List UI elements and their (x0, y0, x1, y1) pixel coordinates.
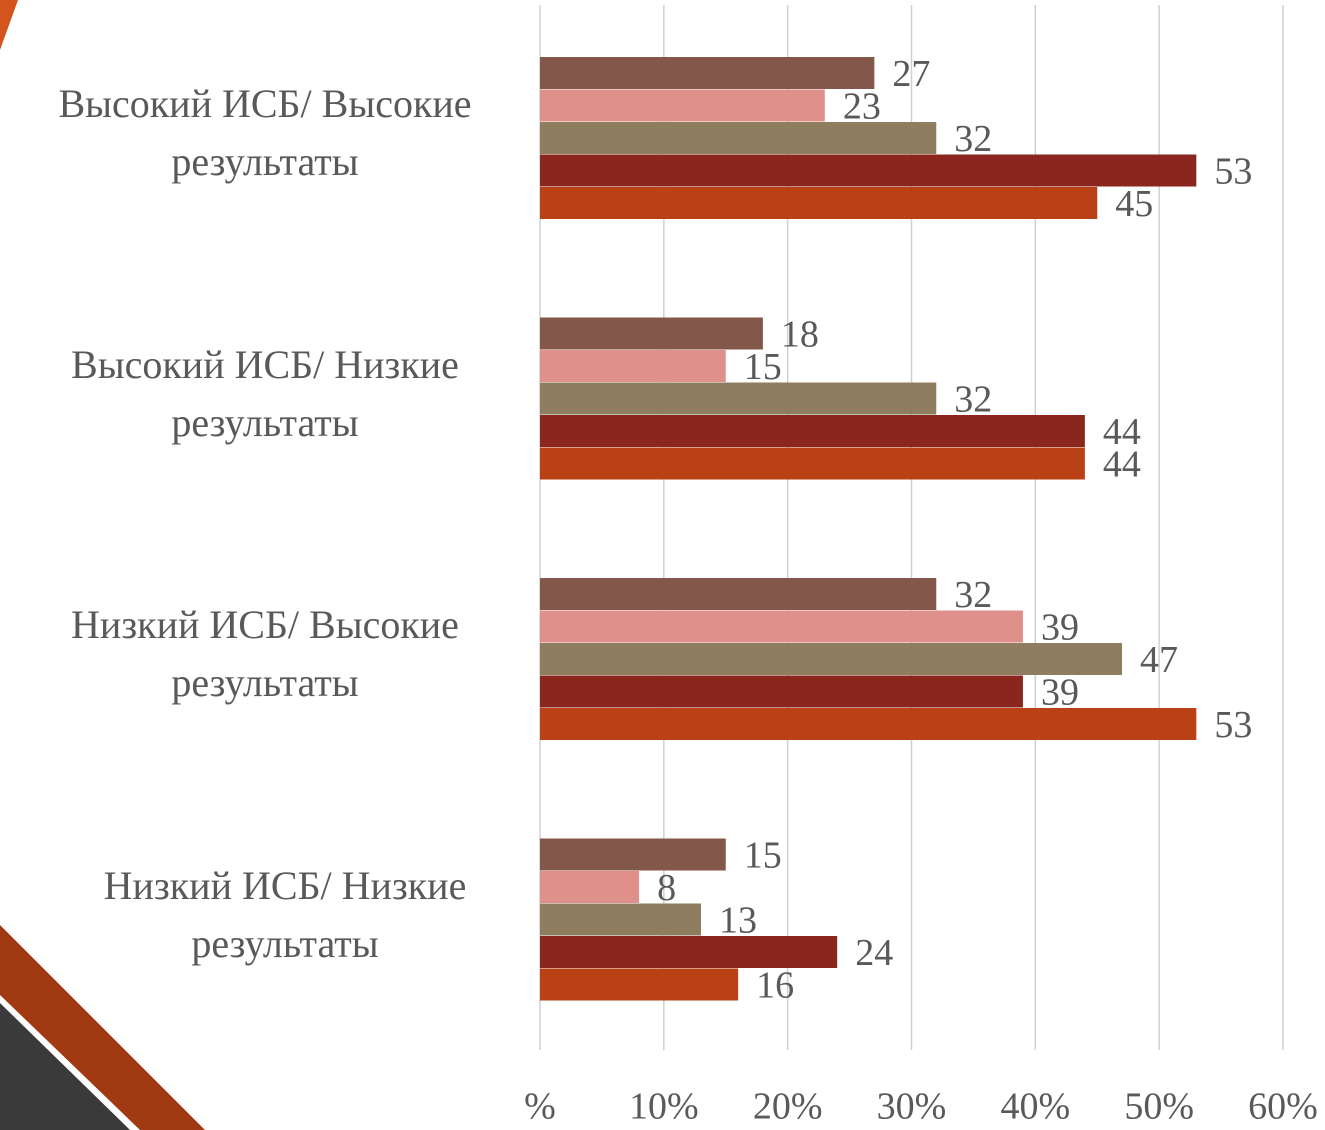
bar (540, 154, 1197, 187)
x-tick-label: 50% (1124, 1086, 1194, 1128)
data-label: 32 (954, 378, 992, 420)
bar (540, 415, 1085, 447)
bar (540, 317, 763, 350)
bar (540, 675, 1023, 708)
x-tick-label: 40% (1001, 1086, 1071, 1128)
bar (540, 838, 726, 871)
x-tick-label: 30% (877, 1086, 947, 1128)
bar (540, 122, 937, 154)
data-label: 8 (657, 867, 676, 909)
data-label: 47 (1140, 639, 1178, 681)
data-label: 23 (843, 85, 881, 127)
data-label: 53 (1214, 150, 1252, 192)
bar (540, 936, 838, 968)
category-label: Высокий ИСБ/ Низкие результаты (71, 341, 459, 445)
category-label: Низкий ИСБ/ Низкие результаты (103, 862, 467, 966)
data-label: 15 (744, 346, 782, 388)
x-tick-label: 60% (1248, 1086, 1318, 1128)
data-label: 45 (1115, 183, 1153, 225)
x-tick-label: 10% (629, 1086, 699, 1128)
data-label: 53 (1214, 704, 1252, 746)
decor (0, 1003, 130, 1130)
bar (540, 382, 937, 415)
data-label: 39 (1041, 671, 1079, 713)
bar (540, 643, 1123, 675)
bar (540, 447, 1085, 480)
data-label: 44 (1103, 411, 1141, 453)
x-tick-label: % (524, 1086, 556, 1128)
bar (540, 187, 1098, 219)
bar (540, 708, 1197, 740)
data-label: 39 (1041, 606, 1079, 648)
bar (540, 610, 1023, 643)
data-label: 44 (1103, 443, 1141, 485)
bar (540, 578, 937, 610)
data-label: 32 (954, 118, 992, 160)
data-label: 16 (756, 964, 794, 1006)
bar (540, 350, 726, 382)
bar (540, 871, 640, 903)
bar (540, 89, 825, 122)
data-label: 15 (744, 834, 782, 876)
data-label: 32 (954, 574, 992, 616)
data-label: 24 (855, 932, 893, 974)
bar (540, 57, 875, 89)
data-label: 27 (892, 53, 930, 95)
bar (540, 968, 739, 1001)
category-label: Низкий ИСБ/ Высокие результаты (71, 602, 459, 706)
bar (540, 903, 701, 936)
data-label: 18 (781, 313, 819, 355)
x-tick-label: 20% (753, 1086, 823, 1128)
decor (0, 0, 18, 50)
category-label: Высокий ИСБ/ Высокие результаты (58, 81, 472, 185)
data-label: 13 (719, 899, 757, 941)
